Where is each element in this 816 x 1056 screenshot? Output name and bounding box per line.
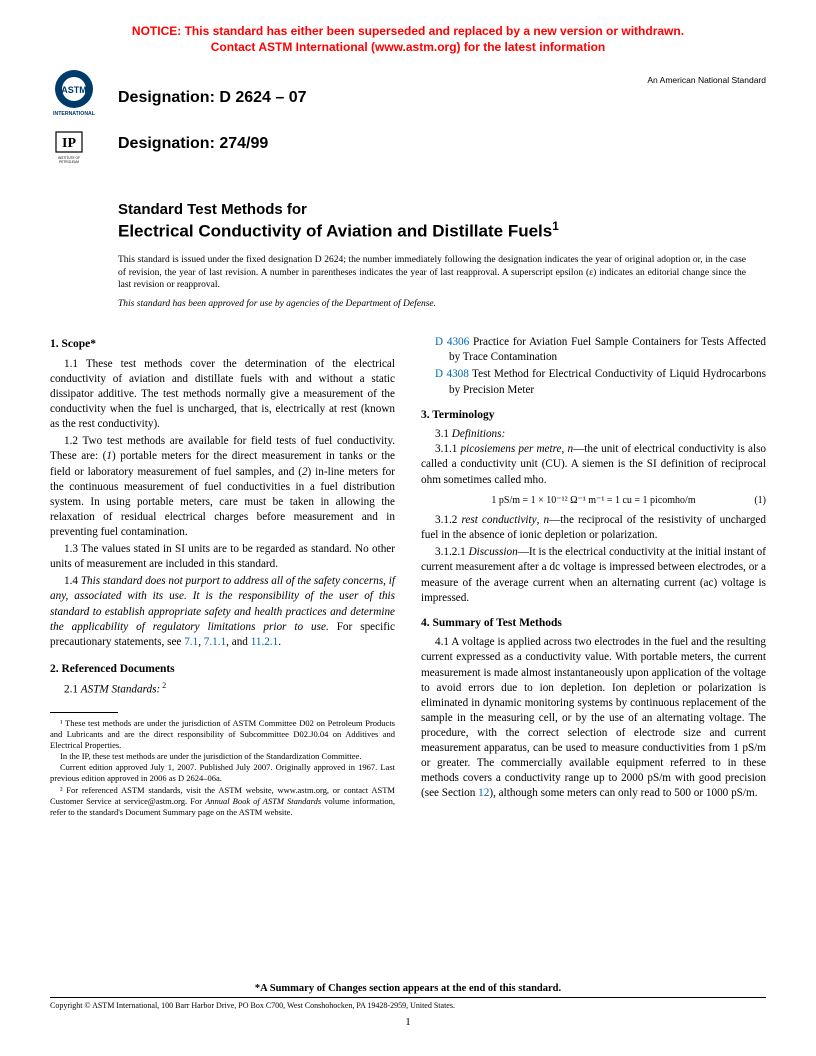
scope-1-3: 1.3 The values stated in SI units are to… [50, 542, 395, 572]
issuance-note: This standard is issued under the fixed … [118, 254, 746, 291]
logo-column: ASTM INTERNATIONAL IP INSTITUTE OF PETRO… [50, 69, 106, 173]
link-section-12[interactable]: 12 [478, 787, 489, 799]
def-3-1-2: 3.1.2 rest conductivity, n—the reciproca… [421, 513, 766, 543]
discussion-3-1-2-1: 3.1.2.1 Discussion—It is the electrical … [421, 545, 766, 605]
scope-1-4: 1.4 This standard does not purport to ad… [50, 574, 395, 650]
scope-1-2: 1.2 Two test methods are available for f… [50, 434, 395, 540]
standard-title-line-2: Electrical Conductivity of Aviation and … [118, 219, 746, 242]
footer-divider [50, 997, 766, 998]
svg-text:INTERNATIONAL: INTERNATIONAL [53, 111, 96, 117]
link-7-1[interactable]: 7.1 [184, 636, 198, 648]
link-7-1-1[interactable]: 7.1.1 [204, 636, 226, 648]
footnote-1: ¹ These test methods are under the juris… [50, 718, 395, 751]
right-column: D 4306 Practice for Aviation Fuel Sample… [421, 335, 766, 817]
def-3-1-1: 3.1.1 picosiemens per metre, n—the unit … [421, 442, 766, 487]
footnote-2: ² For referenced ASTM standards, visit t… [50, 785, 395, 818]
designation-primary: Designation: D 2624 – 07 [118, 89, 766, 107]
ref-code-d4308[interactable]: D 4308 [435, 368, 469, 380]
page-number: 1 [50, 1016, 766, 1028]
dod-approval-note: This standard has been approved for use … [118, 299, 746, 309]
designation-block: An American National Standard Designatio… [106, 69, 766, 153]
footnote-1c: Current edition approved July 1, 2007. P… [50, 762, 395, 784]
copyright-text: Copyright © ASTM International, 100 Barr… [50, 1001, 766, 1010]
title-block: Standard Test Methods for Electrical Con… [118, 201, 746, 309]
notice-line-2: Contact ASTM International (www.astm.org… [211, 40, 605, 54]
ans-label: An American National Standard [118, 75, 766, 85]
svg-text:PETROLEUM: PETROLEUM [59, 160, 79, 164]
refdocs-head: 2. Referenced Documents [50, 662, 395, 678]
ref-code-d4306[interactable]: D 4306 [435, 336, 469, 348]
svg-text:IP: IP [62, 136, 76, 151]
notice-banner: NOTICE: This standard has either been su… [50, 24, 766, 55]
summary-head: 4. Summary of Test Methods [421, 616, 766, 632]
astm-logo-icon: ASTM INTERNATIONAL [50, 69, 98, 117]
refdocs-sub: 2.1 ASTM Standards: 2 [50, 681, 395, 698]
link-11-2-1[interactable]: 11.2.1 [251, 636, 279, 648]
summary-4-1: 4.1 A voltage is applied across two elec… [421, 635, 766, 801]
equation-1: 1 pS/m = 1 × 10⁻¹² Ω⁻¹ m⁻¹ = 1 cu = 1 pi… [421, 494, 766, 508]
footer-block: *A Summary of Changes section appears at… [50, 983, 766, 1028]
terminology-sub: 3.1 Definitions: [421, 427, 766, 442]
terminology-head: 3. Terminology [421, 408, 766, 424]
left-column: 1. Scope* 1.1 These test methods cover t… [50, 335, 395, 817]
svg-text:ASTM: ASTM [61, 85, 87, 95]
equation-number: (1) [754, 494, 766, 508]
designation-secondary: Designation: 274/99 [118, 135, 766, 153]
ip-logo-icon: IP INSTITUTE OF PETROLEUM [54, 130, 84, 168]
footnote-1b: In the IP, these test methods are under … [50, 751, 395, 762]
scope-head: 1. Scope* [50, 337, 395, 353]
scope-1-1: 1.1 These test methods cover the determi… [50, 357, 395, 433]
ref-d4308: D 4308 Test Method for Electrical Conduc… [421, 367, 766, 397]
ref-d4306: D 4306 Practice for Aviation Fuel Sample… [421, 335, 766, 365]
footnote-divider [50, 712, 118, 713]
notice-line-1: NOTICE: This standard has either been su… [132, 24, 684, 38]
body-columns: 1. Scope* 1.1 These test methods cover t… [50, 335, 766, 817]
summary-changes-note: *A Summary of Changes section appears at… [50, 983, 766, 994]
standard-title-line-1: Standard Test Methods for [118, 201, 746, 219]
header-row: ASTM INTERNATIONAL IP INSTITUTE OF PETRO… [50, 69, 766, 173]
